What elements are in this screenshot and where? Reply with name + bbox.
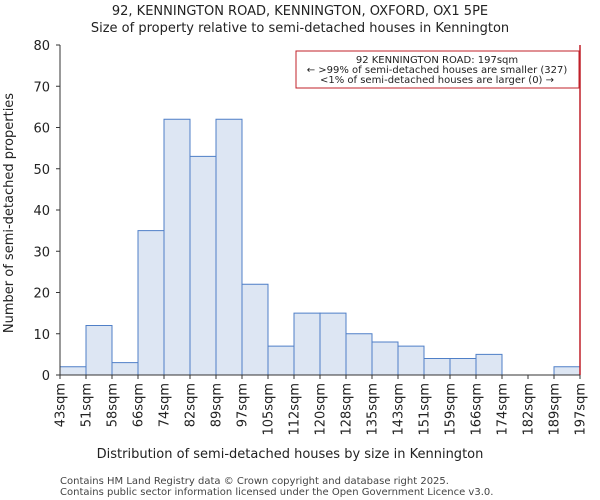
chart-title: 92, KENNINGTON ROAD, KENNINGTON, OXFORD,… [112, 4, 488, 19]
y-tick-label: 30 [33, 245, 50, 260]
chart-subtitle: Size of property relative to semi-detach… [91, 21, 509, 36]
footer-line-2: Contains public sector information licen… [60, 487, 493, 498]
x-tick-label: 89sqm [210, 383, 225, 427]
y-tick-label: 60 [33, 122, 50, 137]
footer-line-1: Contains HM Land Registry data © Crown c… [60, 476, 449, 487]
bar-112sqm [293, 312, 321, 376]
x-tick-label: 112sqm [288, 383, 303, 436]
annotation-line-1: 92 KENNINGTON ROAD: 197sqm [356, 55, 518, 66]
bar-74sqm [163, 118, 191, 376]
y-tick-label: 0 [42, 369, 50, 384]
y-tick-label: 10 [33, 328, 50, 343]
bar-66sqm [137, 230, 165, 376]
bar-166sqm [475, 353, 503, 376]
x-tick-label: 182sqm [522, 383, 537, 436]
y-axis-label: Number of semi-detached properties [2, 93, 17, 333]
x-tick-label: 58sqm [106, 383, 121, 427]
annotation-frame [295, 50, 580, 89]
bar-43sqm [59, 366, 87, 376]
bar-143sqm [397, 345, 425, 376]
x-tick-label: 128sqm [340, 383, 355, 436]
bar-135sqm [371, 341, 399, 376]
x-tick-label: 159sqm [444, 383, 459, 436]
bar-105sqm [267, 345, 295, 376]
bar-120sqm [319, 312, 347, 376]
bar-97sqm [241, 283, 269, 376]
y-tick-label: 50 [33, 163, 50, 178]
x-tick-label: 82sqm [184, 383, 199, 427]
annotation-box: 92 KENNINGTON ROAD: 197sqm ← >99% of sem… [295, 50, 580, 89]
y-tick-label: 80 [33, 39, 50, 54]
x-tick-label: 43sqm [54, 383, 69, 427]
bar-189sqm [553, 366, 581, 376]
x-tick-label: 97sqm [236, 383, 251, 427]
y-tick-label: 70 [33, 80, 50, 95]
x-tick-label: 135sqm [366, 383, 381, 436]
bar-82sqm [189, 155, 217, 376]
bar-89sqm [215, 118, 243, 376]
bar-159sqm [449, 358, 477, 376]
bar-58sqm [111, 362, 139, 376]
x-tick-label: 105sqm [262, 383, 277, 436]
bar-128sqm [345, 333, 373, 376]
x-tick-label: 151sqm [418, 383, 433, 436]
annotation-line-3: <1% of semi-detached houses are larger (… [320, 75, 554, 86]
x-tick-label: 197sqm [574, 383, 589, 436]
x-tick-label: 51sqm [80, 383, 95, 427]
x-tick-label: 66sqm [132, 383, 147, 427]
bar-51sqm [85, 325, 113, 376]
y-tick-label: 40 [33, 204, 50, 219]
x-tick-label: 174sqm [496, 383, 511, 436]
bar-151sqm [423, 358, 451, 376]
y-tick-label: 20 [33, 287, 50, 302]
annotation-line-2: ← >99% of semi-detached houses are small… [307, 65, 568, 76]
x-tick-label: 166sqm [470, 383, 485, 436]
x-tick-label: 74sqm [158, 383, 173, 427]
x-axis-label: Distribution of semi-detached houses by … [97, 447, 484, 462]
x-tick-label: 189sqm [548, 383, 563, 436]
x-tick-label: 120sqm [314, 383, 329, 436]
x-tick-label: 143sqm [392, 383, 407, 436]
bars [59, 118, 581, 376]
axes: 0 10 20 30 40 50 60 70 80 43sqm 51sqm 58sqm 66sqm 74s… [33, 39, 588, 436]
